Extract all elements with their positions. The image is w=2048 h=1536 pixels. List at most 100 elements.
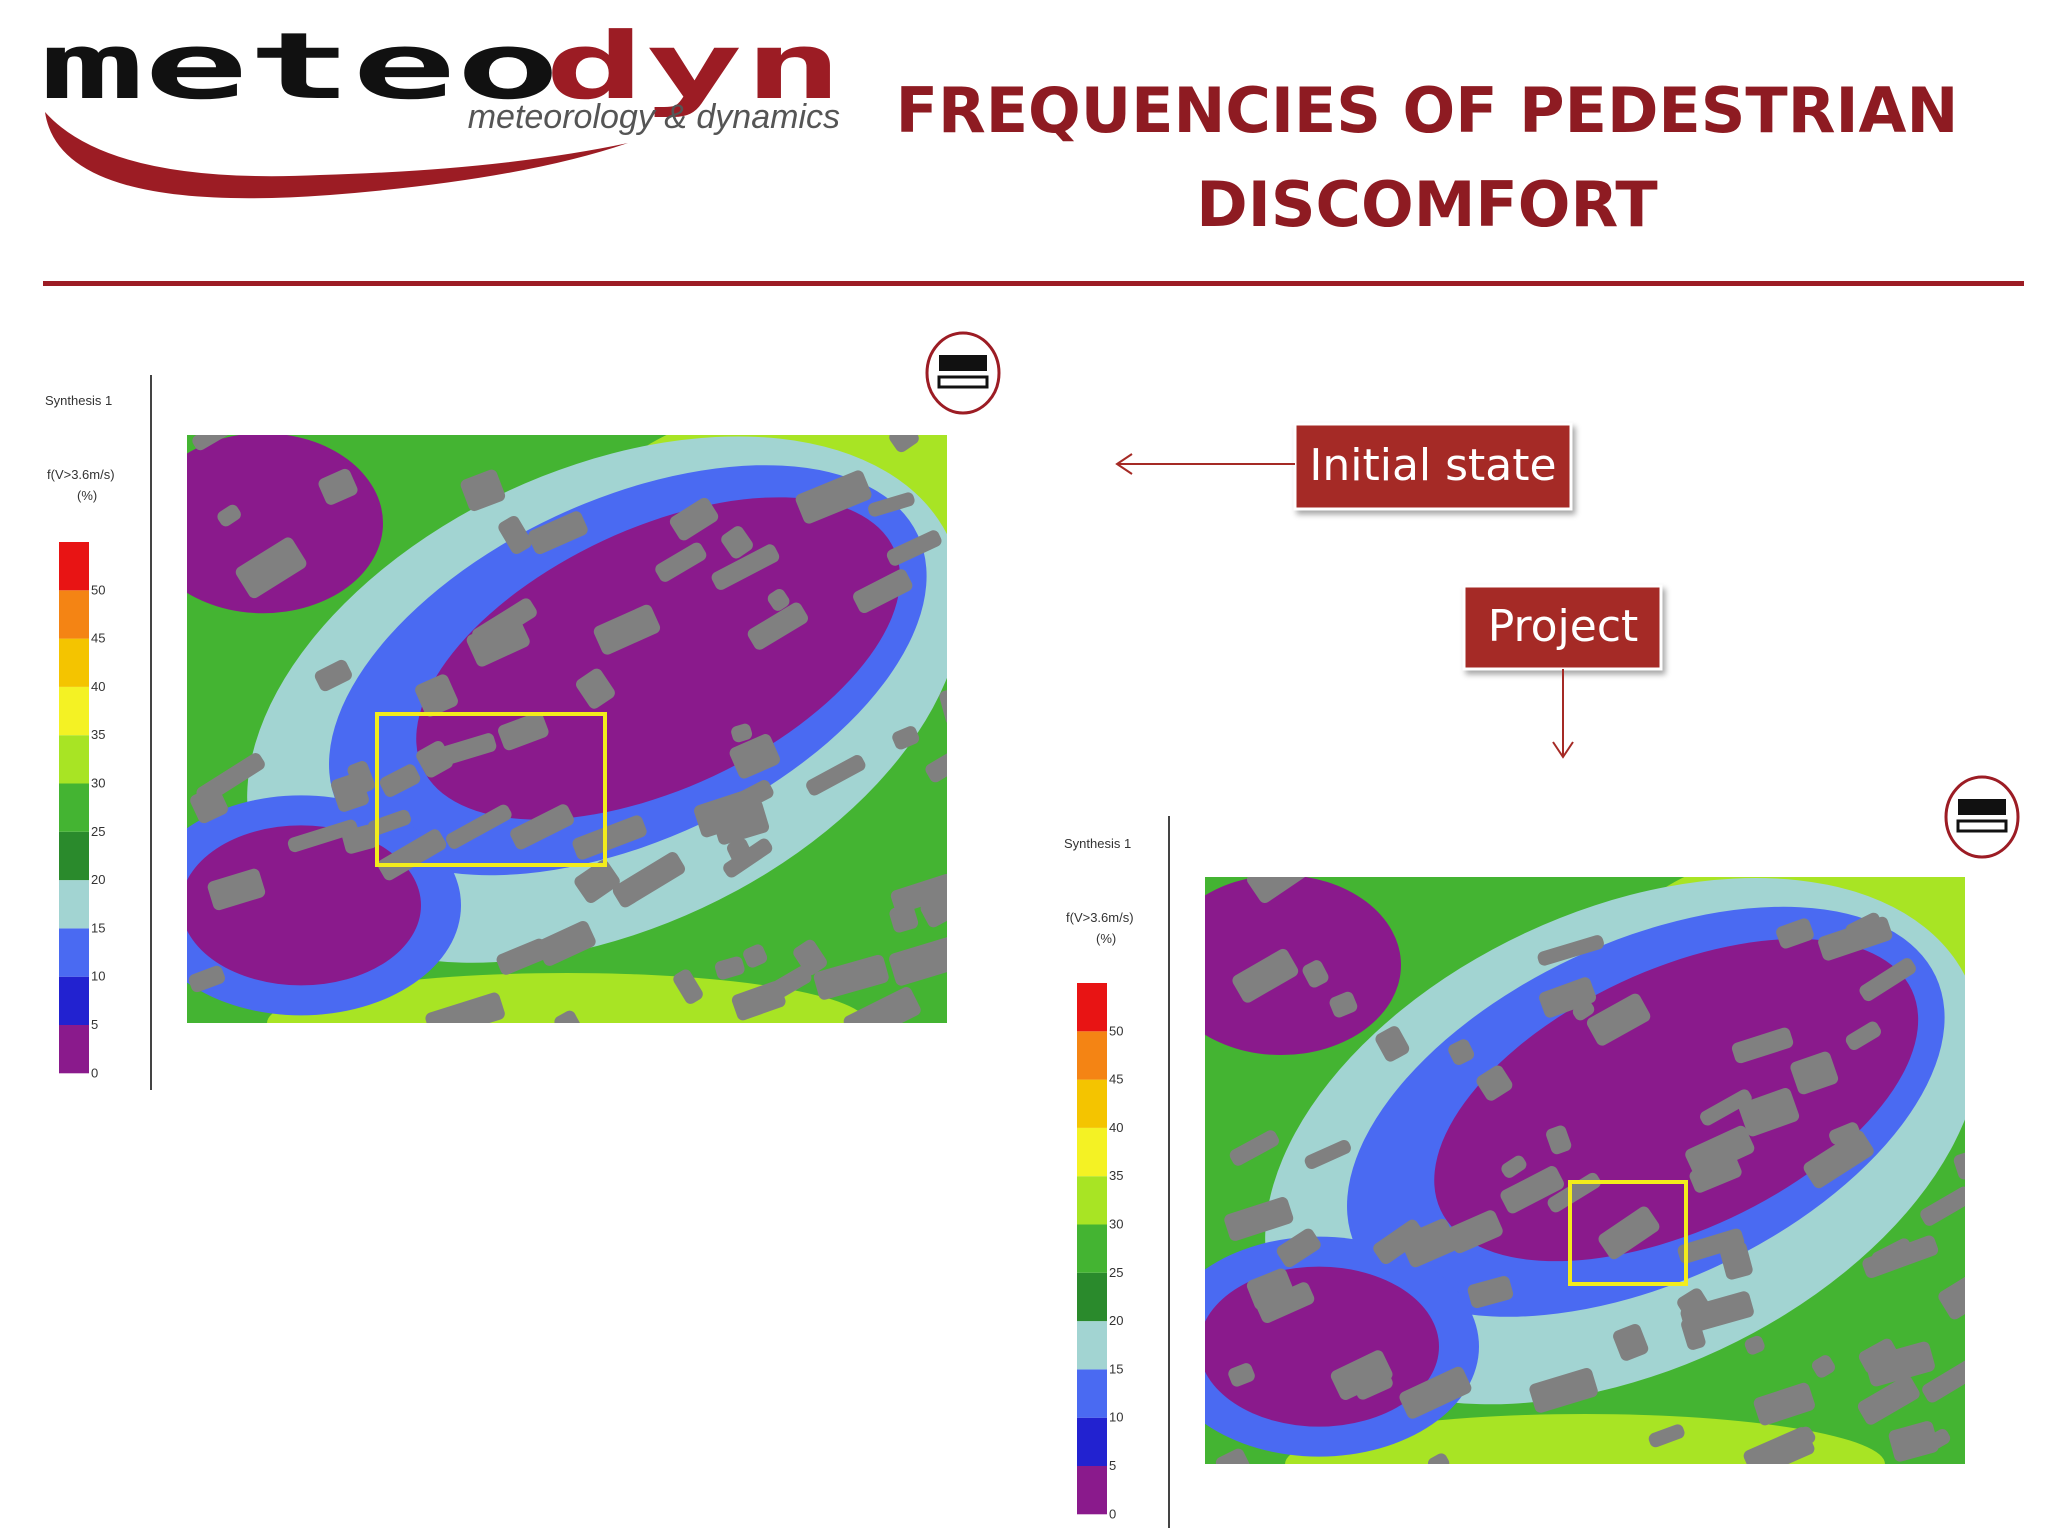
legend-tick: 25	[91, 824, 105, 839]
legend-variable: f(V>3.6m/s)	[47, 467, 115, 482]
legend-tick: 5	[91, 1017, 98, 1032]
building	[1229, 1130, 1279, 1166]
building	[572, 815, 647, 860]
legend-tick: 20	[1109, 1313, 1123, 1328]
building	[669, 497, 719, 541]
callout-label: Project	[1488, 601, 1639, 652]
building	[1428, 1453, 1450, 1464]
legend-swatch	[59, 638, 89, 687]
building	[1731, 1027, 1794, 1064]
legend-swatch	[59, 783, 89, 832]
building	[889, 435, 919, 453]
building	[767, 588, 790, 611]
mini-logo	[1956, 819, 2008, 833]
building	[1845, 912, 1887, 950]
building	[342, 824, 378, 854]
callout-label: Initial state	[1309, 440, 1556, 491]
building	[528, 511, 588, 555]
highlight-box	[1568, 1180, 1688, 1286]
building	[498, 712, 549, 751]
legend-unit: (%)	[1096, 931, 1116, 946]
legend-tick: 45	[1109, 1072, 1123, 1087]
title: FREQUENCIES OF PEDESTRIAN	[896, 74, 1959, 147]
legend-title: Synthesis 1	[1064, 836, 1131, 851]
building	[1537, 935, 1604, 966]
building	[920, 880, 947, 928]
building	[593, 604, 661, 655]
building	[188, 965, 225, 993]
building	[1304, 1139, 1351, 1169]
building	[889, 935, 947, 986]
map-zone	[187, 825, 421, 986]
building	[1681, 1316, 1706, 1350]
building	[1689, 1155, 1742, 1193]
building	[1246, 877, 1318, 904]
legend-swatch	[1077, 1369, 1107, 1418]
building	[1399, 1366, 1472, 1419]
building	[1232, 948, 1299, 1003]
logo-tagline: meteorology & dynamics	[468, 98, 840, 136]
legend-tick: 30	[91, 776, 105, 791]
building	[446, 804, 512, 849]
building	[731, 723, 753, 743]
building	[655, 542, 707, 582]
legend-tick: 40	[1109, 1120, 1123, 1135]
building	[1738, 1088, 1800, 1137]
legend-tick: 35	[1109, 1168, 1123, 1183]
building	[612, 852, 686, 908]
legend-swatch	[1077, 1417, 1107, 1466]
building	[843, 987, 921, 1023]
building	[1347, 1355, 1393, 1400]
building	[1448, 1039, 1475, 1065]
building	[890, 874, 947, 914]
legend-tick: 40	[91, 679, 105, 694]
building	[731, 981, 786, 1021]
building	[510, 804, 574, 850]
legend-swatch	[1077, 983, 1107, 1032]
building	[1228, 1363, 1255, 1387]
legend-tick: 50	[1109, 1023, 1123, 1038]
legend-variable: f(V>3.6m/s)	[1066, 910, 1134, 925]
building	[217, 504, 241, 527]
legend-tick: 45	[91, 631, 105, 646]
building	[1811, 1355, 1835, 1378]
building	[1862, 1235, 1939, 1279]
building	[806, 755, 866, 796]
legend-swatch	[59, 880, 89, 929]
building	[714, 956, 745, 980]
building	[711, 544, 780, 590]
building	[235, 537, 307, 599]
building	[1467, 1276, 1514, 1309]
building	[1776, 918, 1814, 949]
building	[496, 938, 549, 975]
building	[1864, 1343, 1900, 1377]
legend-swatch	[59, 542, 89, 591]
building	[460, 469, 506, 512]
building	[1920, 1186, 1965, 1226]
legend-swatch	[59, 976, 89, 1025]
building	[196, 753, 265, 804]
legend-tick: 35	[91, 727, 105, 742]
building	[1744, 1335, 1765, 1355]
arrow	[1115, 453, 1295, 475]
building	[729, 734, 780, 779]
logo-swoosh	[45, 112, 628, 199]
legend-tick: 30	[1109, 1217, 1123, 1232]
legend-swatch	[1077, 1466, 1107, 1515]
legend-swatch	[59, 1025, 89, 1074]
building	[1938, 1268, 1965, 1320]
building	[1953, 1147, 1965, 1180]
building	[425, 992, 505, 1023]
building	[853, 569, 913, 613]
logo-accent: dyn	[545, 13, 843, 120]
building	[1859, 958, 1916, 1002]
legend-tick: 50	[91, 582, 105, 597]
legend-tick: 15	[91, 920, 105, 935]
building	[813, 954, 889, 1000]
building	[415, 674, 458, 717]
building	[1476, 1065, 1513, 1101]
building	[536, 920, 596, 966]
building	[1803, 1130, 1874, 1189]
building	[1501, 1155, 1527, 1178]
mini-logo	[1944, 775, 2020, 859]
